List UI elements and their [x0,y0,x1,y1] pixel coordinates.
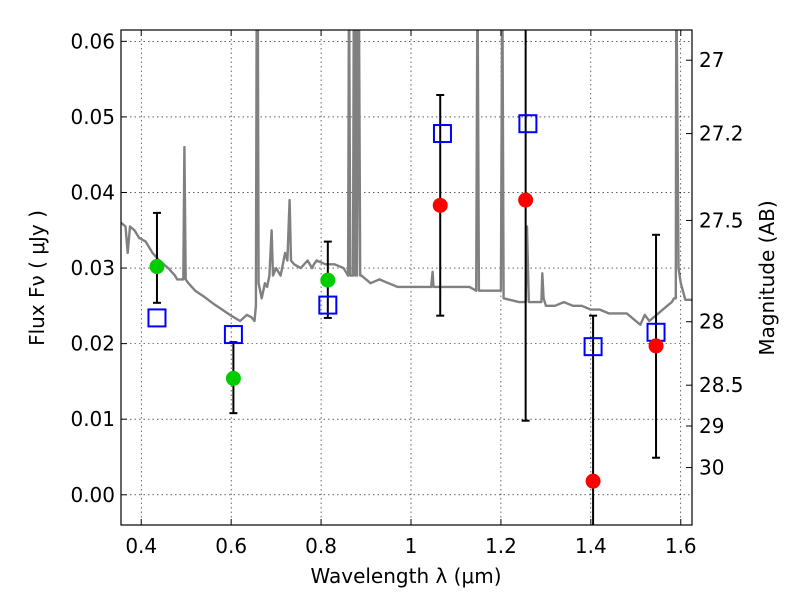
model-spectrum-line [121,30,692,326]
model-point [318,295,338,315]
x-axis-label: Wavelength λ (μm) [310,564,501,588]
y2-tick-labels: 27 27.2 27.5 28 28.5 29 30 [699,48,744,479]
x-tick-labels: 0.4 0.6 0.8 1 1.2 1.4 1.6 [125,534,696,558]
observed-point [320,272,336,288]
y2-tick-label: 28.5 [699,373,744,397]
y2-tick-label: 27 [699,48,724,72]
y-tick-labels: 0.00 0.01 0.02 0.03 0.04 0.05 0.06 [70,29,115,506]
model-point [147,308,167,328]
y-tick-label: 0.04 [70,180,115,204]
model-spectrum-layer [121,30,692,326]
observed-point [225,370,241,386]
model-point [223,325,243,345]
plot-area [121,30,692,525]
y2-tick-label: 27.5 [699,208,744,232]
y2-tick-label: 28 [699,310,724,334]
y-tick-label: 0.03 [70,256,115,280]
model-point [518,114,538,134]
x-tick-label: 1 [405,534,418,558]
x-tick-label: 1.2 [485,534,517,558]
y-tick-label: 0.02 [70,332,115,356]
tick-marks [121,30,692,525]
y2-axis-label: Magnitude (AB) [755,200,779,355]
observed-point [518,192,534,208]
y-axis-label: Flux Fν ( μJy ) [25,210,49,346]
y2-tick-label: 29 [699,414,724,438]
observed-point [648,338,664,354]
x-tick-label: 0.8 [305,534,337,558]
y-tick-label: 0.00 [70,483,115,507]
plot-background [121,30,692,525]
plot-frame [120,29,693,526]
y-tick-label: 0.05 [70,105,115,129]
model-point [583,337,603,357]
observed-point [585,473,601,489]
x-tick-label: 1.4 [575,534,607,558]
model-point-layer [147,114,666,357]
x-tick-label: 1.6 [665,534,697,558]
y-tick-label: 0.01 [70,407,115,431]
x-tick-label: 0.6 [215,534,247,558]
x-tick-label: 0.4 [125,534,157,558]
observed-point [149,259,165,275]
observed-point [432,197,448,213]
model-point [432,124,452,144]
y-tick-label: 0.06 [70,29,115,53]
y2-tick-label: 27.2 [699,122,744,146]
observed-point-layer [149,192,664,489]
y2-tick-label: 30 [699,456,724,480]
